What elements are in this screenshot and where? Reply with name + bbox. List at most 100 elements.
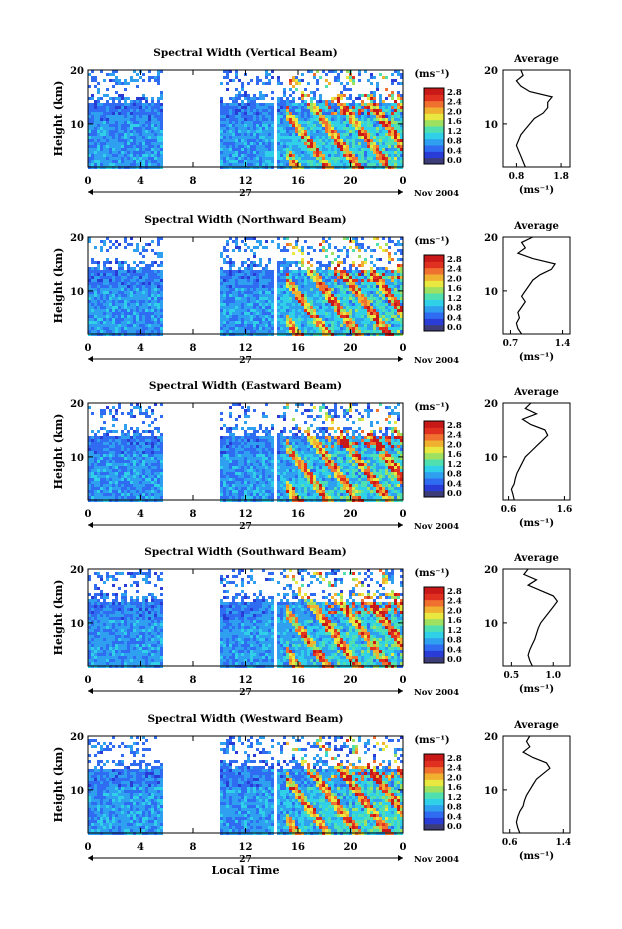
- heatmap-cell: [355, 136, 358, 139]
- heatmap-cell: [88, 160, 91, 163]
- heatmap-cell: [376, 163, 379, 166]
- heatmap-cell: [349, 315, 352, 318]
- heatmap-cell: [238, 294, 241, 297]
- heatmap-cell: [265, 163, 268, 166]
- heatmap-cell: [139, 457, 142, 460]
- heatmap-cell: [337, 330, 340, 333]
- heatmap-cell: [154, 115, 157, 118]
- heatmap-cell: [256, 79, 259, 82]
- heatmap-cell: [136, 315, 139, 318]
- heatmap-cell: [346, 312, 349, 315]
- heatmap-cell: [232, 288, 235, 291]
- heatmap-cell: [247, 145, 250, 148]
- heatmap-cell: [391, 327, 394, 330]
- heatmap-cell: [322, 270, 325, 273]
- heatmap-cell: [325, 127, 328, 130]
- heatmap-cell: [337, 297, 340, 300]
- colorbar-tick-label: 2.0: [447, 274, 462, 284]
- heatmap-cell: [241, 324, 244, 327]
- heatmap-cell: [391, 270, 394, 273]
- heatmap-cell: [334, 130, 337, 133]
- heatmap-cell: [280, 106, 283, 109]
- heatmap-cell: [109, 157, 112, 160]
- heatmap-cell: [94, 118, 97, 121]
- heatmap-cell: [292, 321, 295, 324]
- heatmap-cell: [391, 79, 394, 82]
- heatmap-cell: [307, 103, 310, 106]
- heatmap-cell: [301, 145, 304, 148]
- heatmap-cell: [124, 136, 127, 139]
- heatmap-cell: [121, 327, 124, 330]
- heatmap-cell: [382, 327, 385, 330]
- heatmap-cell: [229, 303, 232, 306]
- heatmap-cell: [124, 478, 127, 481]
- heatmap-cell: [331, 127, 334, 130]
- heatmap-cell: [271, 160, 274, 163]
- heatmap-cell: [97, 139, 100, 142]
- heatmap-cell: [289, 315, 292, 318]
- heatmap-cell: [385, 127, 388, 130]
- heatmap-cell: [103, 136, 106, 139]
- heatmap-cell: [370, 300, 373, 303]
- heatmap-cell: [307, 306, 310, 309]
- heatmap-cell: [256, 82, 259, 85]
- heatmap-cell: [289, 321, 292, 324]
- heatmap-cell: [307, 267, 310, 270]
- x-tick-label: 20: [344, 343, 358, 354]
- heatmap-cell: [109, 163, 112, 166]
- heatmap-cell: [331, 148, 334, 151]
- heatmap-cell: [97, 88, 100, 91]
- heatmap-cell: [295, 327, 298, 330]
- heatmap-cell: [118, 94, 121, 97]
- heatmap-cell: [331, 294, 334, 297]
- heatmap-cell: [100, 163, 103, 166]
- heatmap-cell: [361, 282, 364, 285]
- heatmap-cell: [349, 145, 352, 148]
- heatmap-cell: [103, 112, 106, 115]
- heatmap-cell: [346, 106, 349, 109]
- heatmap-cell: [148, 109, 151, 112]
- heatmap-cell: [352, 279, 355, 282]
- heatmap-cell: [346, 130, 349, 133]
- heatmap-cell: [388, 154, 391, 157]
- heatmap-cell: [286, 321, 289, 324]
- heatmap-cell: [388, 160, 391, 163]
- heatmap-cell: [112, 324, 115, 327]
- heatmap-cell: [139, 324, 142, 327]
- heatmap-cell: [280, 154, 283, 157]
- heatmap-cell: [328, 151, 331, 154]
- heatmap-cell: [91, 487, 94, 490]
- heatmap-cell: [382, 285, 385, 288]
- heatmap-cell: [289, 103, 292, 106]
- heatmap-cell: [235, 145, 238, 148]
- heatmap-cell: [367, 300, 370, 303]
- heatmap-cell: [301, 139, 304, 142]
- heatmap-cell: [229, 103, 232, 106]
- heatmap-cell: [328, 142, 331, 145]
- heatmap-cell: [133, 103, 136, 106]
- heatmap-cell: [388, 309, 391, 312]
- heatmap-cell: [109, 496, 112, 499]
- heatmap-cell: [109, 442, 112, 445]
- heatmap-cell: [337, 282, 340, 285]
- heatmap-cell: [313, 145, 316, 148]
- colorbar-tick-label: 0.0: [447, 156, 462, 166]
- heatmap-cell: [112, 112, 115, 115]
- heatmap-cell: [91, 148, 94, 151]
- heatmap-cell: [307, 163, 310, 166]
- heatmap-cell: [385, 112, 388, 115]
- heatmap-cell: [130, 109, 133, 112]
- heatmap-cell: [247, 100, 250, 103]
- colorbar-tick-label: 1.2: [447, 294, 462, 304]
- heatmap-cell: [157, 136, 160, 139]
- heatmap-cell: [349, 151, 352, 154]
- heatmap-cell: [337, 291, 340, 294]
- heatmap-cell: [358, 294, 361, 297]
- heatmap-cell: [232, 97, 235, 100]
- heatmap-cell: [238, 139, 241, 142]
- heatmap-cell: [106, 160, 109, 163]
- heatmap-cell: [268, 312, 271, 315]
- heatmap-cell: [226, 130, 229, 133]
- heatmap-cell: [157, 157, 160, 160]
- heatmap-cell: [319, 100, 322, 103]
